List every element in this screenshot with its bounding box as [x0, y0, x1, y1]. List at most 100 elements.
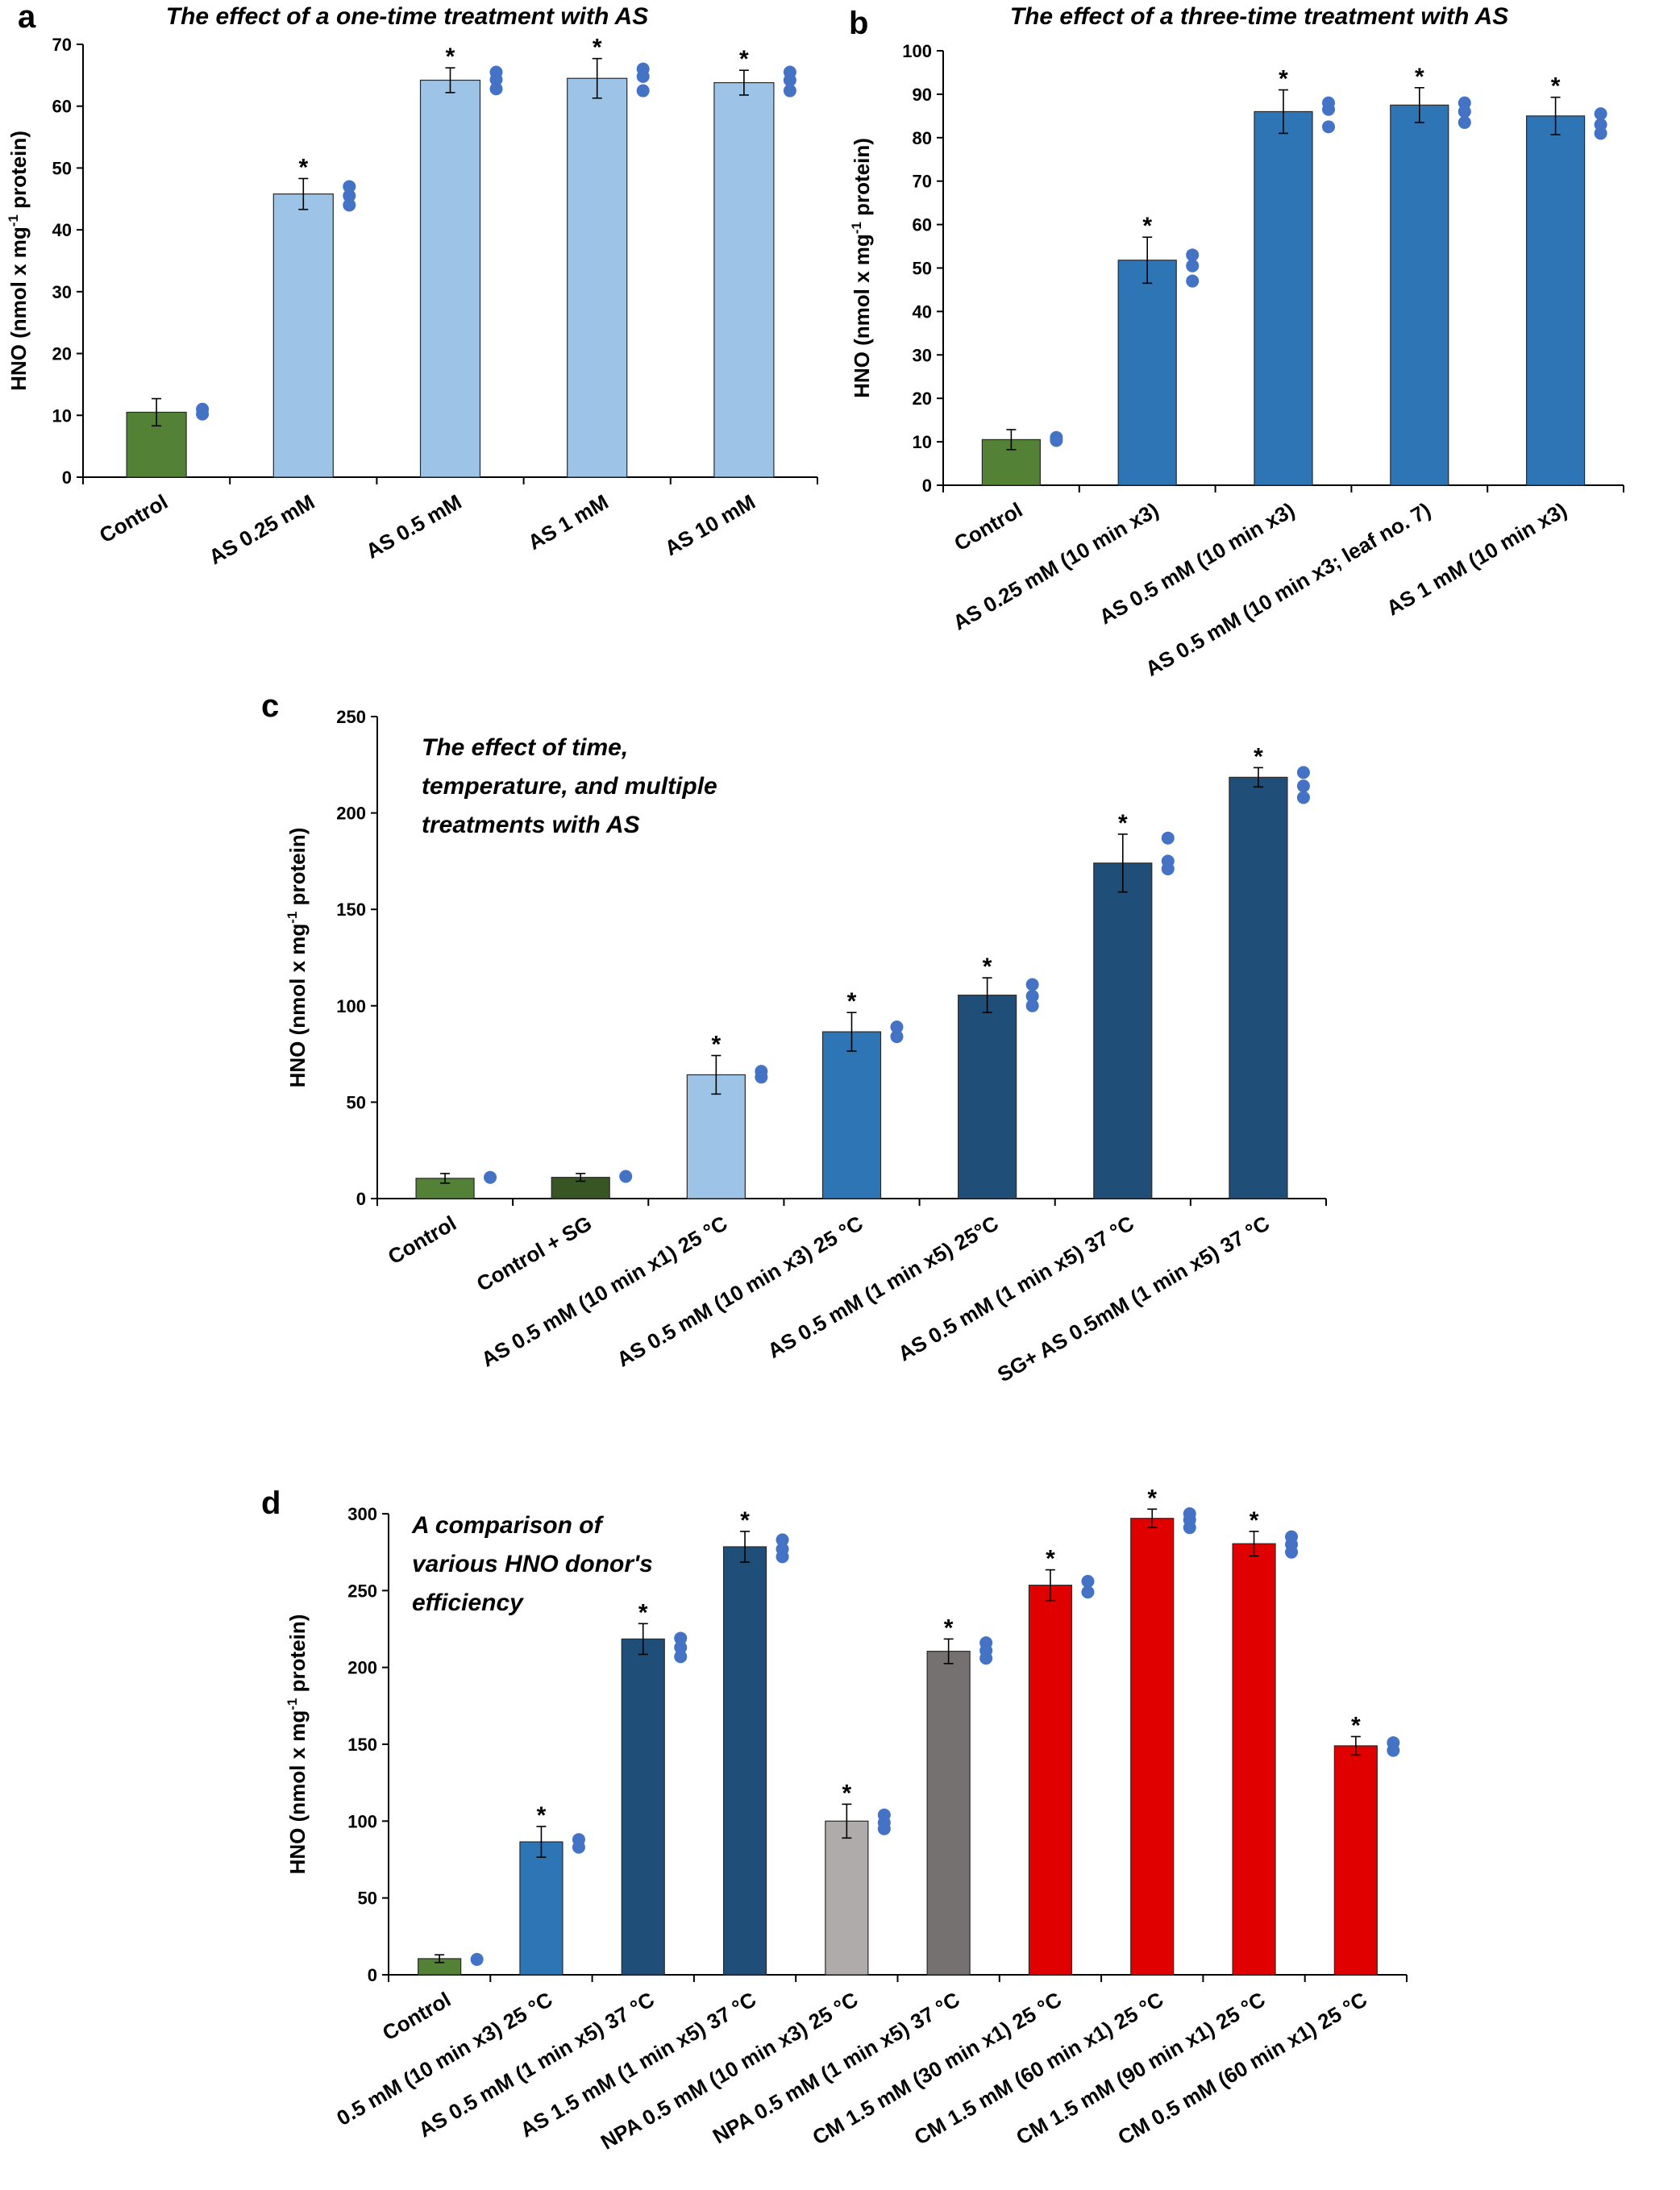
category-label: AS 0.5 mM (1 min x5) 25°C — [763, 1211, 1003, 1363]
data-point — [1458, 115, 1471, 129]
y-tick-label: 50 — [358, 1889, 377, 1909]
category-label: SG+ AS 0.5mM (1 min x5) 37 °C — [993, 1211, 1274, 1386]
y-tick-label: 50 — [913, 259, 932, 279]
bar — [821, 1031, 882, 1199]
y-tick-label: 250 — [347, 1581, 377, 1601]
y-tick-label: 70 — [913, 172, 932, 192]
bar — [272, 193, 334, 478]
data-point — [1285, 1530, 1299, 1544]
significance-star: * — [740, 1507, 750, 1534]
chart-panel-b: b The effect of a three-time treatment wi… — [849, 3, 1624, 681]
y-axis-label-end: protein) — [6, 131, 31, 214]
data-point — [1296, 766, 1310, 779]
data-point — [1322, 96, 1335, 110]
bar — [419, 79, 481, 478]
y-tick-label: 0 — [356, 1189, 366, 1209]
panel-label: a — [18, 0, 36, 35]
data-point — [1186, 259, 1200, 272]
bar — [722, 1546, 767, 1976]
significance-star: * — [593, 35, 602, 61]
chart-panel-d: d A comparison of various HNO donor's effic… — [261, 1485, 1408, 2155]
significance-star: * — [712, 1032, 721, 1058]
bar — [1254, 110, 1313, 486]
data-point — [343, 189, 356, 202]
category-label: Control — [95, 489, 172, 547]
data-point — [890, 1030, 904, 1044]
data-point — [890, 1020, 904, 1034]
y-axis-label: HNO (nmol x mg-1 protein) — [285, 1614, 310, 1875]
y-tick-label: 100 — [336, 996, 366, 1016]
y-tick-label: 0 — [922, 476, 932, 496]
significance-star: * — [1046, 1546, 1055, 1573]
data-point — [636, 62, 650, 76]
significance-star: * — [1351, 1712, 1361, 1739]
chart-title-line: The effect of time, — [422, 734, 628, 761]
chart-title-line: A comparison of — [411, 1512, 605, 1539]
bar — [1232, 1543, 1276, 1976]
data-point — [783, 84, 796, 98]
bar — [1093, 862, 1153, 1199]
y-axis-label-main: HNO (nmol x mg — [285, 1710, 310, 1875]
data-point — [489, 65, 503, 79]
y-tick-label: 0 — [62, 468, 72, 488]
category-label: Control — [384, 1211, 460, 1269]
bar — [621, 1638, 665, 1976]
bar — [825, 1820, 869, 1976]
data-point — [484, 1170, 497, 1184]
significance-star: * — [847, 988, 857, 1015]
y-tick-label: 20 — [52, 344, 72, 364]
y-tick-label: 300 — [347, 1504, 377, 1524]
y-axis-label: HNO (nmol x mg-1 protein) — [849, 138, 874, 398]
chart-title-line: various HNO donor's — [412, 1551, 653, 1577]
significance-star: * — [1254, 743, 1263, 770]
data-point — [1025, 999, 1039, 1012]
y-axis-label-main: HNO (nmol x mg — [6, 226, 31, 391]
data-point — [1050, 430, 1063, 444]
panel-label: d — [261, 1486, 281, 1521]
chart-panel-c: c The effect of time, temperature, and mul… — [261, 688, 1327, 1386]
data-point — [877, 1808, 891, 1822]
y-tick-label: 50 — [52, 158, 72, 178]
data-point — [636, 84, 650, 98]
data-point — [1458, 96, 1471, 110]
data-point — [776, 1542, 789, 1556]
category-label: AS 0.5 mM — [362, 489, 466, 563]
bar — [926, 1651, 971, 1976]
y-tick-label: 70 — [52, 35, 72, 55]
y-axis-label-end: protein) — [285, 828, 310, 912]
y-axis-label-main: HNO (nmol x mg — [850, 234, 874, 398]
category-label: AS 0.25 mM — [205, 489, 318, 569]
y-tick-label: 40 — [913, 301, 932, 322]
data-point — [1025, 978, 1039, 991]
data-point — [1025, 989, 1039, 1003]
significance-star: * — [1250, 1507, 1259, 1534]
y-axis-label-end: protein) — [285, 1614, 310, 1698]
chart-title-line: efficiency — [412, 1590, 524, 1616]
data-point — [572, 1833, 585, 1847]
data-point — [489, 82, 503, 96]
significance-star: * — [1551, 73, 1561, 100]
data-point — [1594, 118, 1607, 131]
data-point — [343, 180, 356, 193]
significance-star: * — [1147, 1485, 1157, 1511]
y-tick-label: 100 — [902, 41, 932, 61]
bar — [1525, 115, 1586, 486]
data-point — [674, 1650, 688, 1664]
significance-star: * — [842, 1780, 852, 1806]
y-tick-label: 100 — [347, 1811, 377, 1831]
category-label: AS 0.5 mM (10 min x3) 25 °C — [613, 1211, 867, 1372]
significance-star: * — [638, 1599, 648, 1626]
bar — [567, 77, 628, 478]
data-point — [1186, 248, 1200, 262]
y-axis-label-sup: -1 — [285, 912, 300, 924]
y-tick-label: 200 — [336, 804, 366, 824]
significance-star: * — [983, 954, 992, 980]
data-point — [196, 402, 210, 416]
y-tick-label: 30 — [52, 282, 72, 302]
significance-star: * — [944, 1614, 954, 1641]
significance-star: * — [1142, 213, 1152, 239]
data-point — [979, 1636, 993, 1650]
data-point — [1186, 274, 1200, 288]
bar — [958, 995, 1017, 1199]
bar — [1117, 260, 1177, 486]
